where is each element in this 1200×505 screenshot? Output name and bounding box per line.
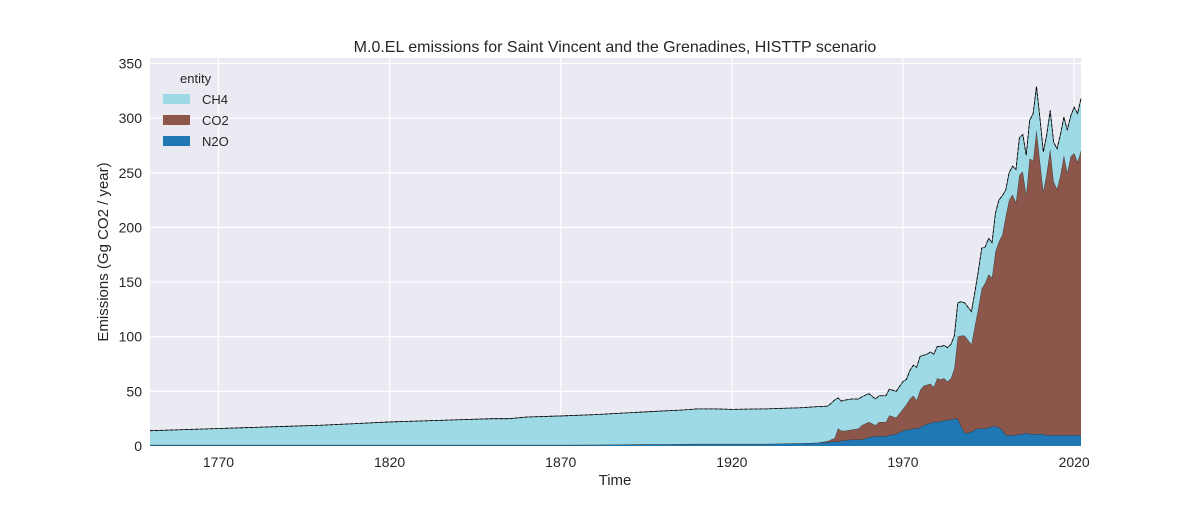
y-tick-label: 150 bbox=[119, 274, 143, 290]
x-tick-label: 1970 bbox=[887, 454, 918, 470]
y-tick-label: 300 bbox=[119, 110, 143, 126]
x-tick-label: 1870 bbox=[545, 454, 576, 470]
legend-label-co2: CO2 bbox=[202, 113, 229, 128]
y-axis-title: Emissions (Gg CO2 / year) bbox=[95, 162, 112, 341]
x-axis-ticks: 1770 1820 1870 1920 1970 2020 bbox=[203, 454, 1090, 470]
y-tick-label: 250 bbox=[119, 165, 143, 181]
legend-swatch-ch4 bbox=[163, 94, 190, 104]
legend-swatch-co2 bbox=[163, 115, 190, 125]
x-tick-label: 1770 bbox=[203, 454, 234, 470]
y-tick-label: 50 bbox=[126, 383, 142, 399]
total-line bbox=[149, 86, 1082, 432]
y-tick-label: 100 bbox=[119, 329, 143, 345]
area-n2o bbox=[150, 418, 1081, 446]
legend-label-n2o: N2O bbox=[202, 134, 229, 149]
x-axis-title: Time bbox=[599, 472, 632, 489]
y-axis-ticks: 0 50 100 150 200 250 300 350 bbox=[119, 55, 143, 454]
x-tick-label: 2020 bbox=[1059, 454, 1090, 470]
legend: entity CH4 CO2 N2O bbox=[163, 71, 229, 149]
legend-label-ch4: CH4 bbox=[202, 92, 228, 107]
y-tick-label: 0 bbox=[134, 438, 142, 454]
total-outline bbox=[149, 86, 1082, 432]
chart-title: M.0.EL emissions for Saint Vincent and t… bbox=[354, 39, 877, 56]
y-tick-label: 200 bbox=[119, 219, 143, 235]
x-tick-label: 1820 bbox=[374, 454, 405, 470]
x-tick-label: 1920 bbox=[716, 454, 747, 470]
area-co2 bbox=[150, 130, 1081, 445]
legend-swatch-n2o bbox=[163, 136, 190, 146]
y-tick-label: 350 bbox=[119, 55, 143, 71]
legend-title: entity bbox=[180, 71, 212, 86]
